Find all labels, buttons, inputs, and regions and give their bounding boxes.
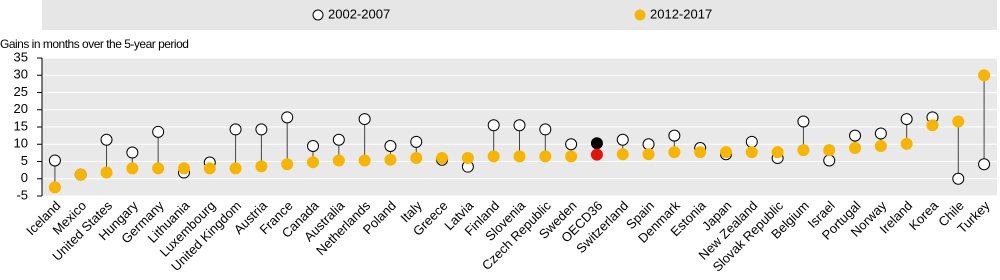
dot — [849, 129, 862, 142]
dot — [668, 146, 681, 159]
legend-marker — [634, 9, 646, 21]
dot — [74, 168, 87, 181]
legend-label: 2012-2017 — [650, 6, 712, 21]
dot — [307, 156, 320, 169]
dot — [332, 154, 345, 167]
y-tick-label: 15 — [14, 118, 28, 133]
legend-marker — [312, 9, 324, 21]
dot — [874, 139, 887, 152]
dot — [281, 158, 294, 171]
dot — [48, 181, 61, 194]
dot — [823, 154, 836, 167]
y-tick-label: 20 — [14, 101, 28, 116]
dot — [668, 129, 681, 142]
dot — [616, 133, 629, 146]
y-tick-label: 35 — [14, 49, 28, 64]
dot — [436, 152, 449, 165]
dot — [823, 144, 836, 157]
dot — [307, 139, 320, 152]
dot — [358, 113, 371, 126]
y-tick-label: 0 — [21, 170, 28, 185]
dot — [590, 148, 603, 161]
dot — [565, 150, 578, 163]
dot — [849, 142, 862, 155]
dot — [410, 152, 423, 165]
legend-band — [42, 0, 997, 30]
dot — [100, 166, 113, 179]
dot — [539, 150, 552, 163]
dot — [203, 162, 216, 175]
dot — [539, 123, 552, 136]
dot — [281, 111, 294, 124]
dot — [513, 150, 526, 163]
dot — [126, 162, 139, 175]
dot — [719, 146, 732, 159]
dot — [926, 119, 939, 132]
dot — [152, 125, 165, 138]
dot — [384, 153, 397, 166]
dot — [410, 135, 423, 148]
dot — [797, 144, 810, 157]
y-tick-label: 25 — [14, 84, 28, 99]
y-axis-label: Gains in months over the 5-year period — [0, 37, 188, 51]
dot — [565, 138, 578, 151]
dot — [48, 154, 61, 167]
dot — [745, 146, 758, 159]
y-tick-label: 10 — [14, 136, 28, 151]
dot — [694, 146, 707, 159]
dot — [487, 150, 500, 163]
dot — [952, 172, 965, 185]
dot — [229, 162, 242, 175]
y-tick-label: -5 — [16, 187, 28, 202]
dot — [900, 113, 913, 126]
dot — [745, 135, 758, 148]
dot — [126, 146, 139, 159]
dot — [255, 160, 268, 173]
dot — [874, 127, 887, 140]
dot — [487, 119, 500, 132]
y-tick-label: 30 — [14, 67, 28, 82]
dot — [332, 133, 345, 146]
dot — [513, 119, 526, 132]
dot — [590, 137, 603, 150]
dot — [255, 123, 268, 136]
y-tick-label: 5 — [21, 153, 28, 168]
dot — [978, 158, 991, 171]
dot — [978, 69, 991, 82]
dot — [952, 115, 965, 128]
dot — [797, 115, 810, 128]
dot — [900, 137, 913, 150]
dot — [229, 123, 242, 136]
dot — [642, 148, 655, 161]
dot — [177, 162, 190, 175]
dot — [152, 162, 165, 175]
dot — [461, 152, 474, 165]
dot — [384, 139, 397, 152]
dot — [100, 133, 113, 146]
dot — [358, 154, 371, 167]
dot — [642, 138, 655, 151]
dot — [771, 146, 784, 159]
x-tick-label: Korea — [906, 197, 942, 233]
legend-label: 2002-2007 — [328, 6, 390, 21]
dot — [616, 148, 629, 161]
